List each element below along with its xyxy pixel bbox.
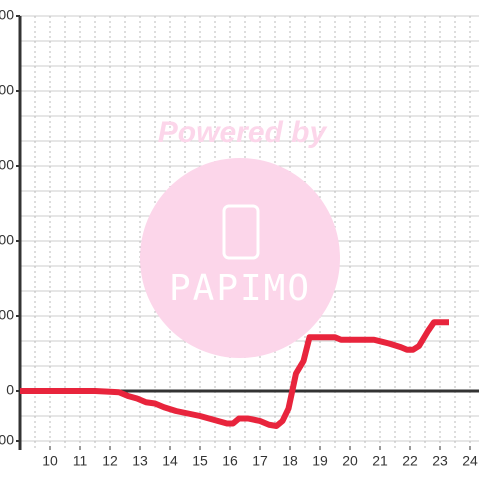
x-tick-label: 13 [132, 453, 148, 469]
x-tick-label: 12 [102, 453, 118, 469]
x-tick-label: 24 [462, 453, 478, 469]
y-tick-label: 90,000 [0, 157, 14, 173]
x-tick-label: 23 [432, 453, 448, 469]
x-tick-label: 10 [42, 453, 58, 469]
y-tick-label: 60,000 [0, 232, 14, 248]
x-tick-label: 16 [222, 453, 238, 469]
watermark-icon [222, 204, 260, 260]
x-tick-label: 15 [192, 453, 208, 469]
x-tick-label: 22 [402, 453, 418, 469]
y-tick-label: 0 [6, 382, 14, 398]
y-tick-label: 30,000 [0, 307, 14, 323]
x-tick-label: 19 [312, 453, 328, 469]
x-tick-label: 11 [73, 453, 88, 469]
x-tick-label: 21 [372, 453, 388, 469]
y-tick-label: 120,000 [0, 82, 14, 98]
y-tick-label: 150,000 [0, 7, 14, 23]
x-tick-label: 18 [282, 453, 298, 469]
line-series [20, 319, 449, 429]
x-tick-label: 17 [252, 453, 268, 469]
x-tick-label: 20 [342, 453, 358, 469]
watermark-text: Powered by [158, 116, 328, 149]
y-tick-label: -20,000 [0, 432, 14, 448]
watermark-text: PAPIMO [169, 268, 311, 309]
watermark: Powered by PAPIMO [140, 116, 340, 358]
x-tick-label: 14 [162, 453, 178, 469]
